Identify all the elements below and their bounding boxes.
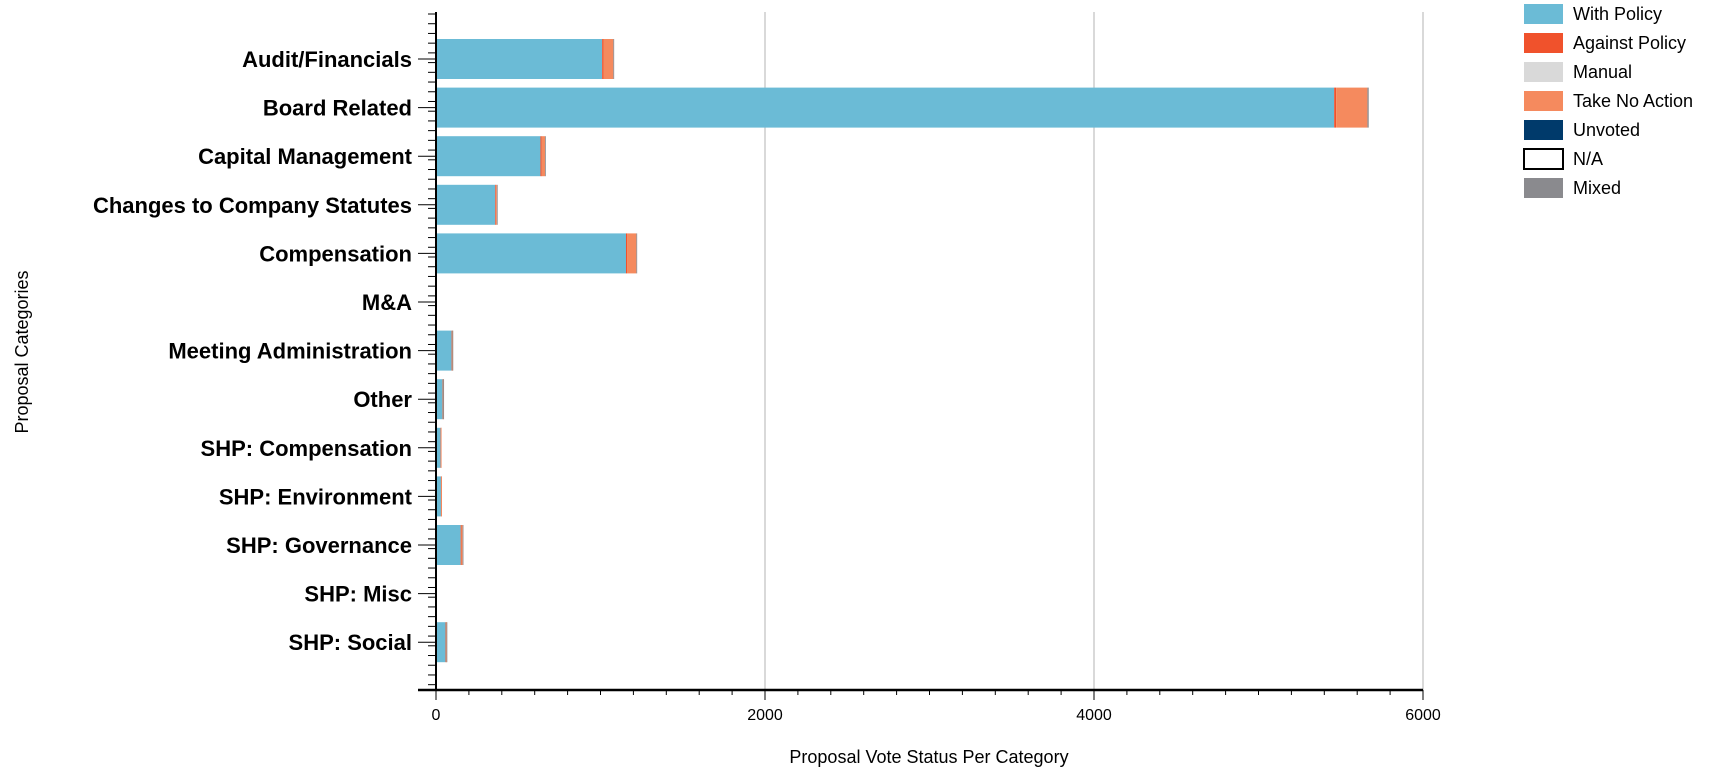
bars [436,39,1369,663]
bar-segment [462,525,464,565]
bar-segment [1334,87,1337,128]
legend-label: With Policy [1573,4,1662,24]
bar-segment [452,330,454,371]
bar-segment [541,136,546,177]
bar-segment [436,379,443,420]
legend-label: Unvoted [1573,120,1640,140]
bar-segment [495,184,497,225]
x-axis-title: Proposal Vote Status Per Category [789,747,1068,767]
category-label: Changes to Company Statutes [93,193,412,218]
bar-segment [602,39,604,79]
bar-segment [443,379,445,420]
category-label: Compensation [259,241,412,266]
x-tick-label: 0 [432,707,441,724]
bar-segment [461,525,463,565]
bar-segment [441,476,442,517]
legend-label: Take No Action [1573,91,1693,111]
bar-segment [436,622,446,663]
bar-segment [625,233,628,274]
legend-swatch [1524,120,1563,140]
legend-swatch [1524,91,1563,111]
legend-label: N/A [1573,149,1603,169]
category-label: SHP: Governance [226,533,412,558]
category-label: SHP: Misc [304,582,412,607]
bar-segment [1367,87,1369,128]
legend: With Policy Against Policy Manual Take No A… [1523,4,1693,198]
category-label: Meeting Administration [168,339,412,364]
bar-segment [436,39,603,79]
bar-segment [436,136,541,177]
category-label: SHP: Social [289,630,412,655]
bar-segment [636,233,638,274]
legend-swatch [1524,62,1563,82]
bar-segment [496,184,498,225]
bar-segment [460,525,462,565]
y-axis-title: Proposal Categories [12,270,32,433]
category-label: M&A [362,290,412,315]
legend-label: Mixed [1573,178,1621,198]
bar-segment [436,427,441,468]
bar-segment [627,233,637,274]
bar-segment [436,330,452,371]
category-label: SHP: Environment [219,484,413,509]
bar-segment [495,184,497,225]
bar-segment [446,622,448,663]
legend-swatch [1523,148,1564,170]
bar-segment [436,233,626,274]
legend-swatch [1524,4,1563,24]
x-tick-label: 4000 [1076,707,1112,724]
bar-segment [1336,87,1368,128]
legend-label: Manual [1573,62,1632,82]
category-label: Other [353,387,412,412]
bar-segment [436,525,461,565]
legend-swatch [1524,33,1563,53]
bar-segment [436,87,1335,128]
bar-segment [445,622,447,663]
bar-segment [545,136,546,177]
category-label: Capital Management [198,144,413,169]
category-label: Audit/Financials [242,47,412,72]
bar-segment [613,39,615,79]
x-tick-labels: 0 2000 4000 6000 [432,707,1441,724]
bar-segment [540,136,542,177]
bar-segment [603,39,614,79]
bar-segment [442,379,444,420]
category-labels: Audit/Financials Board Related Capital Man… [93,47,413,655]
axes [418,12,1424,700]
bar-segment [436,476,441,517]
category-label: SHP: Compensation [201,436,412,461]
x-tick-label: 6000 [1405,707,1441,724]
bar-segment [451,330,453,371]
bar-segment [440,427,442,468]
legend-swatch [1524,178,1563,198]
category-label: Board Related [263,96,412,121]
bar-segment [436,184,496,225]
x-tick-label: 2000 [747,707,783,724]
legend-label: Against Policy [1573,33,1686,53]
